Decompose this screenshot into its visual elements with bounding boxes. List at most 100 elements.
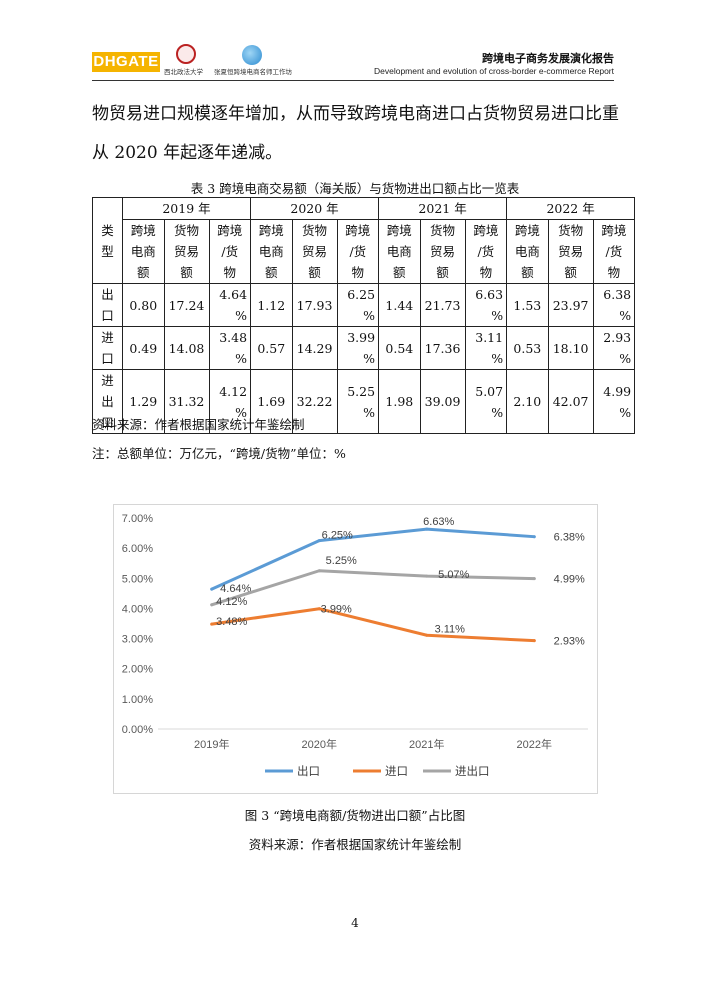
data-label: 3.11%	[435, 623, 466, 635]
cell-text: 39.09	[424, 394, 461, 409]
cell-text: 物	[607, 265, 621, 280]
cell-text: 42.07	[552, 394, 589, 409]
cell-text: 5.25	[347, 383, 376, 399]
cell-text: 18.10	[552, 340, 589, 356]
data-cell: 4.99%	[592, 369, 636, 434]
data-point	[317, 539, 321, 543]
cell-text: %	[619, 351, 632, 366]
cell-text: 23.97	[552, 297, 589, 313]
table-subheader-row: 跨境 电商额货物 贸易额跨境/货物跨境 电商额货物 贸易额跨境/货物跨境 电商额货物 贸易额…	[93, 219, 636, 284]
cell-text: 0.49	[129, 340, 158, 356]
cell-text: 17.24	[168, 297, 205, 313]
y-tick-label: 6.00%	[122, 543, 153, 555]
cell-text: 5.07	[475, 383, 504, 399]
cell-text: 3.48	[219, 330, 248, 345]
data-cell: 4.12%	[208, 369, 252, 434]
year-header: 2021 年	[378, 197, 508, 220]
university-logo-text: 西北政法大学	[164, 68, 203, 76]
data-point	[425, 574, 429, 578]
paragraph-line-1: 物贸易进口规模逐年增加，从而导致跨境电商进口占货物贸易进口比重	[92, 104, 619, 124]
data-cell: 14.29	[291, 326, 338, 370]
data-label: 6.63%	[423, 516, 454, 528]
data-cell: 17.24	[163, 283, 210, 327]
legend-label: 出口	[297, 764, 320, 778]
data-cell: 1.12	[250, 283, 293, 327]
cell-text: 0.80	[129, 297, 158, 313]
cell-text: 电商	[130, 244, 156, 259]
cell-text: 口	[101, 415, 114, 430]
y-tick-label: 2.00%	[122, 664, 153, 676]
cell-text: %	[491, 308, 504, 323]
data-point	[210, 587, 214, 591]
cell-text: 货物	[302, 223, 328, 238]
data-cell: 5.25%	[336, 369, 380, 434]
row-label: 进口	[92, 326, 123, 370]
data-cell: 0.49	[122, 326, 165, 370]
cell-text: 物	[351, 265, 365, 280]
data-cell: 0.53	[506, 326, 549, 370]
y-tick-label: 5.00%	[122, 573, 153, 585]
cell-text: %	[235, 404, 248, 420]
cell-text: 4.99	[603, 383, 632, 399]
year-header: 2022 年	[506, 197, 636, 220]
cell-text: %	[491, 404, 504, 420]
cell-text: %	[363, 351, 376, 366]
page-number: 4	[351, 916, 359, 930]
cell-text: 32.22	[296, 394, 333, 409]
data-cell: 21.73	[419, 283, 466, 327]
data-cell: 3.48%	[208, 326, 252, 370]
data-cell: 2.10	[506, 369, 549, 434]
table-source: 资料来源：作者根据国家统计年鉴绘制	[92, 417, 305, 432]
cell-text: 0.53	[513, 340, 542, 356]
cell-text: 3.11	[475, 330, 504, 345]
table-row: 进出口 1.29 31.32 4.12% 1.69 32.22 5.25% 1.98 39.09…	[92, 369, 636, 434]
dhgate-logo: DHGATE	[92, 52, 160, 72]
cell-text: 额	[265, 265, 278, 280]
data-label: 3.99%	[321, 604, 352, 616]
data-cell: 0.54	[378, 326, 421, 370]
studio-logo-text: 张夏恒跨境电商名师工作坊	[214, 68, 292, 76]
cell-text: 货物	[558, 223, 584, 238]
cell-text: 物	[223, 265, 237, 280]
cell-text: 货物	[430, 223, 456, 238]
type-header: 类型	[92, 197, 123, 284]
data-cell: 1.44	[378, 283, 421, 327]
cell-text: 跨境	[601, 223, 627, 238]
data-cell: 1.69	[250, 369, 293, 434]
x-tick-label: 2022年	[517, 737, 552, 751]
data-cell: 17.36	[419, 326, 466, 370]
cell-text: 电商	[258, 244, 284, 259]
cell-text: 跨境	[386, 223, 412, 238]
data-cell: 32.22	[291, 369, 338, 434]
cell-text: /货	[349, 244, 367, 259]
cell-text: 口	[101, 308, 114, 323]
cell-text: 17.93	[296, 297, 333, 313]
cell-text: 额	[564, 265, 577, 280]
x-tick-label: 2019年	[194, 737, 229, 751]
data-cell: 31.32	[163, 369, 210, 434]
subheader-cell: 货物 贸易额	[291, 219, 338, 284]
cell-text: 额	[136, 265, 150, 280]
cell-text: 型	[101, 243, 114, 259]
cell-text: 0.54	[385, 340, 414, 356]
cell-text: 6.38	[603, 287, 632, 302]
cell-text: 21.73	[424, 297, 461, 313]
cell-text: 跨境	[130, 223, 156, 238]
cell-text: 1.53	[513, 297, 542, 313]
cell-text: 贸易	[173, 244, 199, 259]
row-label: 出口	[92, 283, 123, 327]
cell-text: 口	[101, 351, 114, 366]
cell-text: 额	[393, 265, 406, 280]
data-label: 5.07%	[438, 569, 469, 581]
subheader-cell: 跨境 电商额	[122, 219, 165, 284]
subheader-cell: 货物 贸易额	[419, 219, 466, 284]
data-point	[210, 603, 214, 607]
cell-text: 31.32	[168, 394, 205, 409]
chart-frame	[113, 504, 598, 794]
data-label: 5.25%	[326, 555, 357, 567]
data-cell: 3.99%	[336, 326, 380, 370]
figure-source: 资料来源：作者根据国家统计年鉴绘制	[248, 837, 462, 852]
cell-text: 1.98	[385, 394, 414, 409]
cell-text: 跨境	[258, 223, 284, 238]
table-row: 进口 0.49 14.08 3.48% 0.57 14.29 3.99% 0.54 17.36 3…	[92, 326, 636, 370]
